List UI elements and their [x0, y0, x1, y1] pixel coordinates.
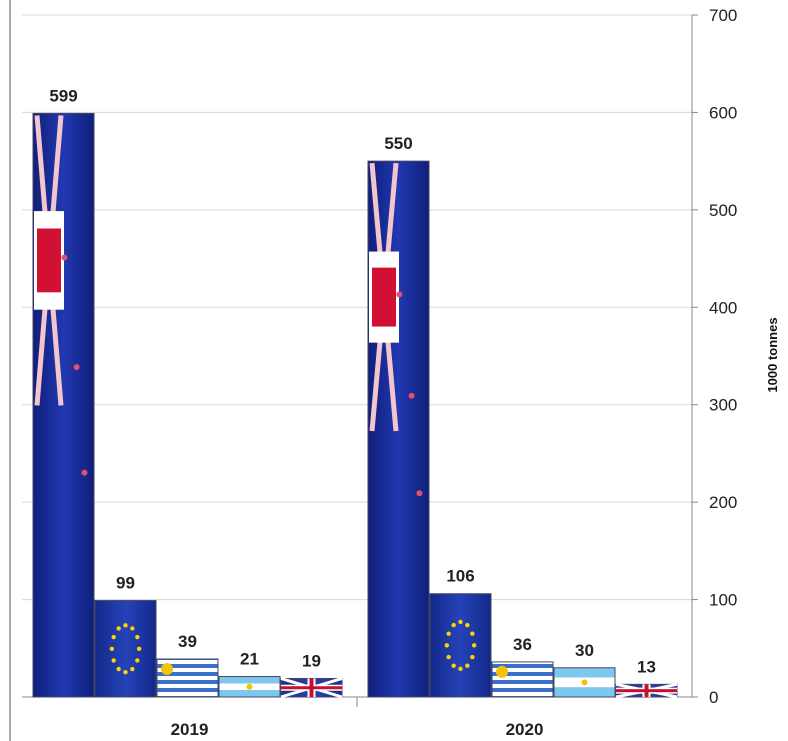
star-icon: [470, 654, 475, 660]
data-label: 39: [178, 632, 197, 651]
star-icon: [109, 646, 115, 651]
data-labels: 599 99 39 21 19 550 106 36 30 13: [49, 86, 656, 676]
sun-icon: [246, 683, 253, 690]
y-tick-label: 200: [709, 493, 737, 512]
star-icon: [123, 669, 128, 675]
star-icon: [130, 626, 135, 631]
star-icon: [470, 631, 475, 636]
data-label: 599: [49, 86, 77, 105]
x-tick-label: 2020: [506, 720, 544, 739]
star-icon: [111, 658, 116, 663]
star-icon: [451, 622, 456, 628]
star-icon: [446, 631, 451, 636]
star-icon: [465, 663, 470, 668]
star-icon: [396, 291, 403, 298]
data-label: 19: [302, 651, 321, 670]
data-label: 36: [513, 635, 532, 654]
star-icon: [61, 254, 68, 261]
bar-united-kingdom-2019: [280, 677, 343, 699]
sun-icon: [581, 679, 588, 686]
data-label: 550: [384, 134, 412, 153]
star-icon: [465, 622, 470, 628]
y-tick-label: 600: [709, 103, 737, 122]
data-label: 21: [240, 650, 259, 669]
star-icon: [73, 364, 80, 371]
y-tick-label: 100: [709, 591, 737, 610]
star-icon: [130, 666, 135, 672]
star-icon: [111, 634, 116, 640]
bar-fill: [94, 600, 157, 698]
y-tick-label: 300: [709, 396, 737, 415]
star-icon: [136, 646, 142, 651]
union-jack-red-cross: [37, 228, 61, 293]
y-tick-label: 700: [709, 6, 737, 25]
bar-argentina-2019: [218, 676, 281, 698]
bars: [32, 112, 678, 699]
y-tick-label: 500: [709, 201, 737, 220]
data-label: 30: [575, 641, 594, 660]
sun-icon: [496, 665, 508, 678]
star-icon: [81, 469, 88, 476]
star-icon: [471, 643, 477, 648]
star-icon: [116, 666, 121, 672]
star-icon: [458, 666, 463, 671]
union-jack-red-cross: [372, 267, 396, 327]
y-tick-label: 400: [709, 298, 737, 317]
bar-argentina-2020: [553, 667, 616, 698]
bar-new-zealand-2020: [367, 160, 430, 698]
star-icon: [416, 490, 423, 497]
star-icon: [446, 654, 451, 660]
bar-fill: [32, 112, 95, 698]
star-icon: [135, 658, 140, 663]
data-label: 13: [637, 657, 656, 676]
sun-icon: [161, 663, 173, 676]
star-icon: [451, 663, 456, 668]
union-jack-red-cross: [281, 686, 342, 690]
star-icon: [116, 626, 121, 631]
star-icon: [135, 634, 140, 640]
star-icon: [123, 623, 128, 628]
star-icon: [458, 619, 463, 625]
bar-united-kingdom-2020: [615, 682, 678, 699]
bar-uruguay-2020: [491, 661, 554, 698]
x-tick-label: 2019: [171, 720, 209, 739]
bar-fill: [429, 593, 492, 698]
star-icon: [408, 392, 415, 399]
gridlines: [22, 14, 692, 601]
y-tick-label: 0: [709, 688, 718, 707]
data-label: 106: [446, 567, 474, 586]
union-jack-red-cross: [616, 689, 677, 693]
tick-labels: 0 100 200 300 400 500 600 700 2019 2020: [171, 6, 738, 739]
y-axis-label: 1000 tonnes: [765, 317, 780, 392]
bar-european-union-2020: [429, 593, 492, 698]
bar-european-union-2019: [94, 600, 157, 698]
bar-new-zealand-2019: [32, 112, 95, 698]
data-label: 99: [116, 574, 135, 593]
bar-uruguay-2019: [156, 658, 219, 698]
star-icon: [444, 643, 450, 648]
